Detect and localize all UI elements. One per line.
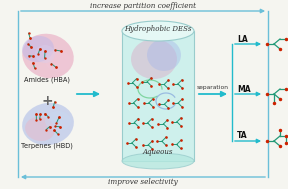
Text: Amides (HBA): Amides (HBA) — [24, 77, 70, 83]
Ellipse shape — [22, 103, 74, 145]
Text: separation: separation — [197, 85, 229, 91]
Text: Terpenes (HBD): Terpenes (HBD) — [21, 143, 73, 149]
Ellipse shape — [25, 117, 55, 141]
Ellipse shape — [45, 111, 71, 131]
Ellipse shape — [22, 34, 74, 78]
Ellipse shape — [131, 39, 177, 79]
Text: Aqueous: Aqueous — [143, 148, 173, 156]
Text: improve selectivity: improve selectivity — [108, 178, 178, 186]
Ellipse shape — [35, 45, 55, 63]
Text: increase partition coefficient: increase partition coefficient — [90, 2, 196, 10]
Ellipse shape — [147, 39, 181, 71]
Text: LA: LA — [237, 35, 248, 43]
Ellipse shape — [45, 50, 71, 72]
Text: MA: MA — [237, 84, 251, 94]
Bar — [122, 31, 194, 161]
Text: +: + — [41, 94, 53, 108]
Text: TA: TA — [237, 132, 248, 140]
Text: Hydrophobic DESs: Hydrophobic DESs — [124, 25, 192, 33]
Ellipse shape — [122, 21, 194, 41]
Ellipse shape — [22, 36, 54, 62]
Ellipse shape — [122, 153, 194, 169]
